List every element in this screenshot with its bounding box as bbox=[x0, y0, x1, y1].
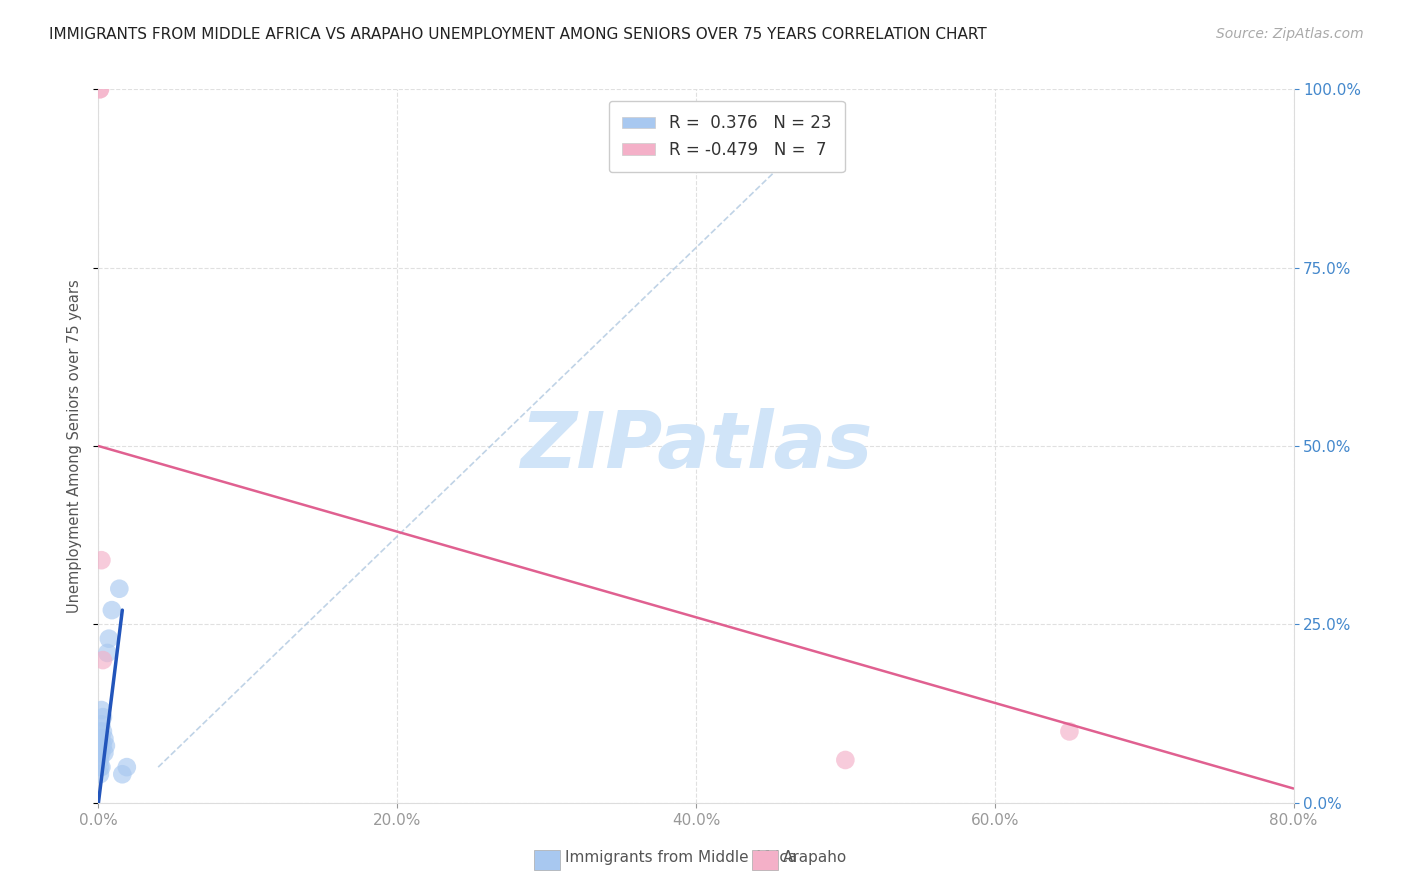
Point bbox=[91, 739, 114, 753]
Point bbox=[89, 767, 111, 781]
Point bbox=[90, 717, 112, 731]
Point bbox=[91, 653, 114, 667]
Point bbox=[834, 753, 856, 767]
Point bbox=[108, 582, 131, 596]
Point bbox=[90, 760, 112, 774]
Legend: R =  0.376   N = 23, R = -0.479   N =  7: R = 0.376 N = 23, R = -0.479 N = 7 bbox=[609, 101, 845, 172]
Point bbox=[91, 724, 114, 739]
Point bbox=[90, 746, 112, 760]
Point bbox=[90, 731, 112, 746]
Point bbox=[93, 746, 115, 760]
Text: ZIPatlas: ZIPatlas bbox=[520, 408, 872, 484]
Text: IMMIGRANTS FROM MIDDLE AFRICA VS ARAPAHO UNEMPLOYMENT AMONG SENIORS OVER 75 YEAR: IMMIGRANTS FROM MIDDLE AFRICA VS ARAPAHO… bbox=[49, 27, 987, 42]
Text: Source: ZipAtlas.com: Source: ZipAtlas.com bbox=[1216, 27, 1364, 41]
Point bbox=[1059, 724, 1081, 739]
Point bbox=[89, 82, 111, 96]
Point bbox=[89, 746, 111, 760]
Point bbox=[89, 739, 111, 753]
Point bbox=[115, 760, 138, 774]
Point bbox=[89, 724, 111, 739]
Point bbox=[91, 710, 114, 724]
Point bbox=[111, 767, 134, 781]
Point bbox=[96, 646, 118, 660]
Y-axis label: Unemployment Among Seniors over 75 years: Unemployment Among Seniors over 75 years bbox=[67, 279, 83, 613]
Point bbox=[93, 731, 115, 746]
Point bbox=[90, 703, 112, 717]
Point bbox=[89, 760, 111, 774]
Point bbox=[97, 632, 120, 646]
Point bbox=[89, 82, 111, 96]
Point bbox=[90, 553, 112, 567]
Point bbox=[94, 739, 117, 753]
Text: Immigrants from Middle Africa: Immigrants from Middle Africa bbox=[565, 850, 797, 865]
Text: Arapaho: Arapaho bbox=[783, 850, 848, 865]
Point bbox=[89, 753, 111, 767]
Point bbox=[89, 731, 111, 746]
Point bbox=[101, 603, 124, 617]
